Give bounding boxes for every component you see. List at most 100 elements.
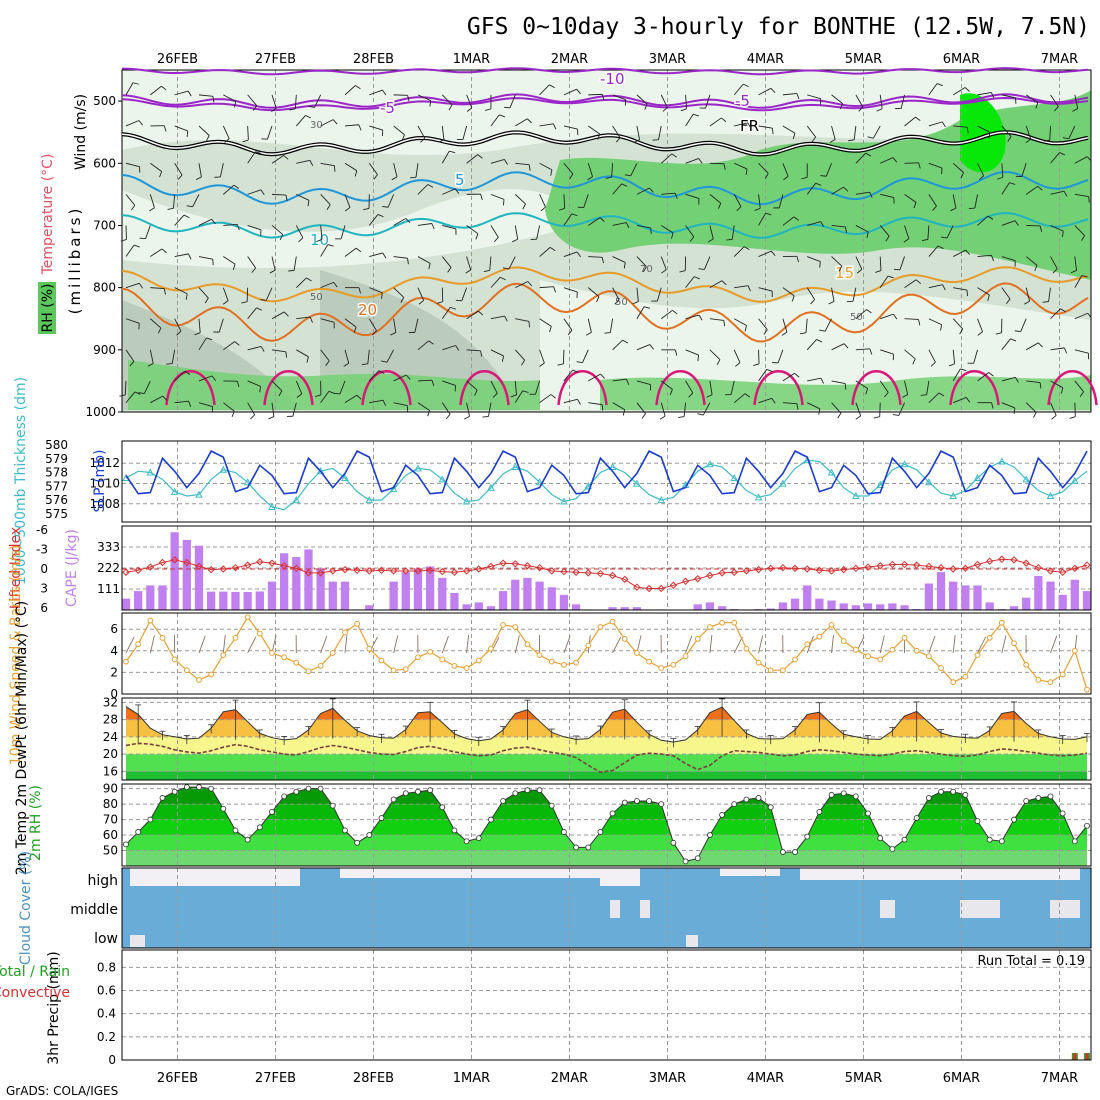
wind-barb (660, 153, 672, 164)
thickness-marker (243, 478, 252, 486)
chart-title: GFS 0~10day 3-hourly for BONTHE (12.5W, … (467, 14, 1090, 40)
wind-barb-feather (843, 186, 849, 192)
wind-barb (339, 380, 346, 395)
rh-band (126, 850, 1087, 866)
wind-barb (198, 337, 207, 351)
wind-barb-feather (1034, 265, 1038, 272)
thickness-marker (292, 496, 301, 504)
wind-barb (1074, 193, 1089, 197)
wind-barb (514, 225, 519, 240)
wind-barb-feather (1063, 190, 1068, 197)
rh-marker (634, 798, 640, 804)
wind-barb-feather (354, 170, 358, 177)
cape-bar (243, 592, 252, 610)
wind-barb-feather (744, 393, 751, 398)
rh-marker (1084, 822, 1090, 829)
wind-barb-feather (796, 403, 799, 410)
rh-marker (670, 839, 677, 846)
wind-barb-feather (177, 174, 183, 180)
wind-barb-feather (766, 369, 773, 372)
panel-frame (121, 697, 1092, 781)
wind-barb-feather (964, 87, 970, 92)
cloud-gap-high (130, 868, 300, 886)
wind-barb (320, 318, 335, 323)
wind-barb-feather (642, 266, 647, 273)
wind-barb-feather (601, 94, 605, 101)
wind-barb (977, 318, 983, 332)
wind-barb (733, 349, 741, 363)
wind-barb (218, 318, 224, 333)
li-marker (840, 565, 848, 574)
wind-barb-feather (1081, 235, 1085, 241)
wind-barb-feather (622, 339, 629, 344)
rh-marker (390, 796, 397, 803)
cape-bar (401, 572, 410, 610)
cape-bar (462, 604, 471, 610)
wind-barb (198, 94, 213, 97)
wind-barb (636, 306, 645, 319)
wind-barb-feather (194, 332, 201, 336)
wind-barb (150, 248, 163, 257)
wind-barb-feather (771, 250, 776, 257)
precip-axis-label: 3hr Precip (mm) (46, 951, 62, 1064)
wind-barb (247, 225, 262, 231)
wind-barb (266, 125, 273, 140)
wind-barb (296, 349, 309, 358)
rh-tick: 70 (103, 813, 118, 827)
temperature-contour-25 (949, 370, 1000, 406)
wind-barb-feather (1010, 338, 1017, 342)
wind-barb (219, 163, 224, 178)
wind-barb-feather (816, 339, 823, 343)
wind10m-barb (344, 635, 348, 654)
wind-barb (660, 256, 667, 270)
rh-shading: 500 600 700 800 900 1000 30 50 50 50 70 (85, 69, 1092, 419)
li-marker (949, 565, 957, 573)
wind-barb (636, 225, 651, 229)
wind-barb-feather (735, 362, 741, 367)
wind10m-marker (1059, 671, 1066, 678)
wind-barb-feather (977, 331, 983, 336)
cape-tick: 222 (97, 561, 120, 575)
wind-barb-feather (876, 108, 883, 112)
wind-barb (489, 256, 492, 271)
thickness-marker (365, 496, 374, 504)
wind-barb-feather (674, 192, 678, 199)
wind-barb-feather (837, 412, 842, 419)
wind-barb-feather (697, 355, 699, 362)
wind-barb (294, 94, 297, 109)
wind-barb-feather (204, 297, 209, 304)
wind-barb (417, 340, 429, 351)
cape-bar (365, 605, 374, 610)
cape-bar (511, 579, 520, 610)
wind-barb (247, 151, 256, 164)
wind-barb-feather (251, 267, 257, 273)
wind-barb (125, 194, 136, 206)
wind-barb-feather (358, 124, 362, 131)
wind-barb-feather (913, 202, 917, 209)
wind-barb (709, 280, 723, 289)
wind-barb-feather (723, 320, 726, 327)
wind-barb (831, 343, 845, 351)
wind-barb (174, 125, 188, 132)
wind10m-barb (149, 635, 155, 654)
wind-barb (1050, 94, 1059, 107)
cape-bar (316, 568, 325, 610)
wind-barb-feather (1072, 108, 1078, 112)
rh-marker (354, 839, 361, 846)
wind-barb-feather (936, 83, 943, 87)
wind-barb-feather (938, 392, 945, 397)
wind-barb (1020, 318, 1027, 332)
wind-barb (1025, 256, 1038, 266)
wind-barb-feather (527, 281, 533, 287)
wind-barb (928, 162, 943, 169)
wind-barb (661, 192, 676, 195)
wind-barb (174, 214, 185, 226)
rh-marker (524, 787, 531, 794)
wind-barb-feather (504, 315, 508, 322)
wind-barb-feather (288, 269, 295, 272)
cape-bar (851, 605, 861, 610)
cloud-level-high: high (87, 873, 118, 889)
wind-barb-feather (743, 83, 749, 88)
rh-marker (512, 790, 519, 797)
wind-barb-feather (493, 237, 499, 243)
